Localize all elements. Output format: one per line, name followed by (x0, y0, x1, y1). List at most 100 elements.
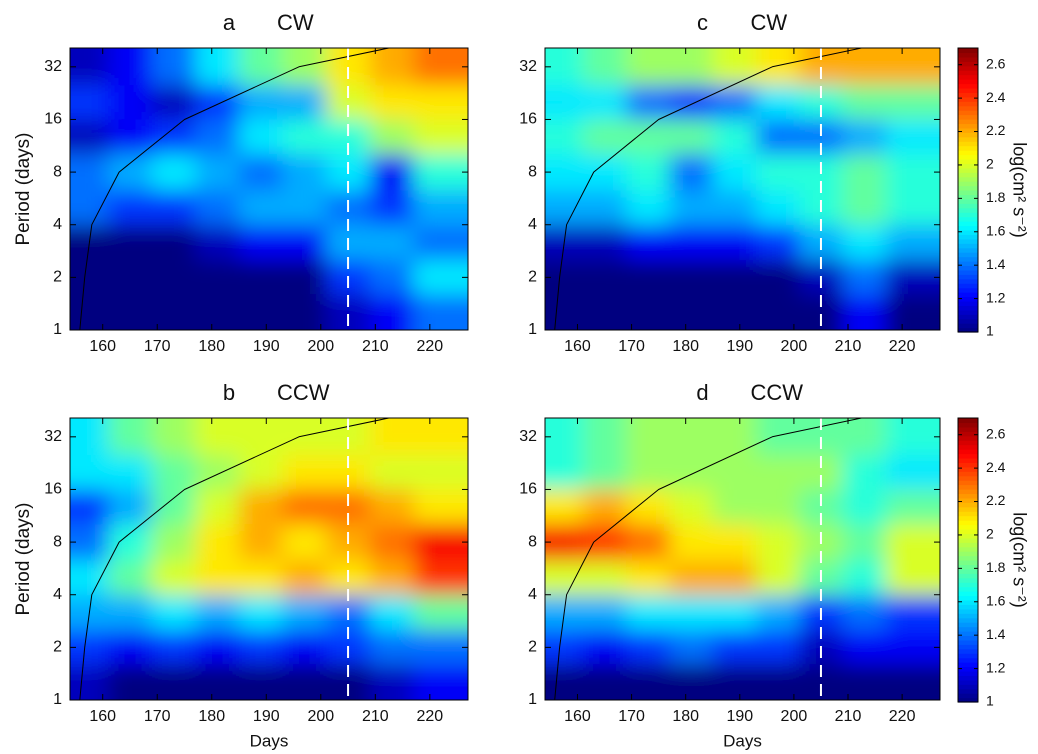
colorbar-segment (958, 604, 978, 610)
heatmap-cell (151, 559, 196, 596)
colorbar-segment (958, 203, 978, 209)
colorbar-tick-label: 1 (986, 693, 994, 709)
y-tick-label: 8 (528, 533, 537, 550)
heatmap-cell (582, 488, 627, 525)
heatmap-cell (885, 293, 940, 330)
heatmap-cell (413, 84, 468, 120)
y-tick-label: 8 (53, 163, 62, 180)
heatmap-cell (545, 559, 584, 596)
colorbar-segment (958, 568, 978, 574)
y-tick-label: 2 (53, 639, 62, 656)
colorbar-segment (958, 551, 978, 557)
heatmap-cell (842, 454, 887, 490)
heatmap-cell (669, 488, 714, 525)
heatmap-cell (626, 118, 670, 155)
heatmap-cell (413, 189, 468, 226)
heatmap-cell (108, 559, 153, 596)
x-tick-label: 210 (835, 338, 862, 355)
colorbar-segment (958, 546, 978, 552)
colorbar-segment (958, 449, 978, 455)
panel-letter: d (696, 380, 708, 405)
cone-of-influence (554, 48, 862, 330)
colorbar-segment (958, 65, 978, 71)
heatmap-cell (70, 488, 109, 525)
heatmap-cell (151, 454, 196, 490)
colorbar-segment (958, 278, 978, 284)
heatmap-cell (626, 48, 670, 86)
x-tick-label: 160 (564, 708, 591, 725)
heatmap-cell (195, 224, 240, 261)
colorbar-segment (958, 52, 978, 58)
x-tick-label: 210 (362, 338, 389, 355)
heatmap-cell (282, 224, 327, 261)
heatmap-cell (239, 594, 284, 631)
heatmap-cell (626, 629, 670, 665)
heatmap-cell (669, 153, 714, 191)
heatmap-cell (108, 418, 153, 456)
heatmap-cell (712, 488, 757, 525)
heatmap-cell (413, 594, 468, 631)
x-tick-label: 160 (564, 338, 591, 355)
heatmap-cell (239, 454, 284, 490)
colorbar-segment (958, 644, 978, 650)
heatmap-cell (756, 559, 800, 596)
heatmap-cell (756, 594, 800, 631)
x-tick-label: 170 (618, 708, 645, 725)
colorbar-segment (958, 684, 978, 690)
heatmap-cell (151, 189, 196, 226)
heatmap-cell (70, 293, 109, 330)
heatmap-cell (756, 153, 800, 191)
heatmap-cell (195, 84, 240, 120)
colorbar-tick-label: 2 (986, 156, 994, 172)
heatmap-cell (195, 48, 240, 86)
colorbar-segment (958, 247, 978, 253)
heatmap-cell (582, 153, 627, 191)
colorbar-frame (957, 417, 979, 703)
heatmap-cell (545, 488, 584, 525)
colorbar-tick-label: 2.6 (986, 55, 1006, 71)
colorbar-segment (958, 484, 978, 490)
heatmap-cell (545, 259, 584, 295)
heatmap-cell (239, 523, 284, 561)
colorbar-segment (958, 176, 978, 182)
colorbar-segment (958, 591, 978, 597)
colorbar-segment (958, 528, 978, 534)
panel-letter: b (223, 380, 235, 405)
x-tick-label: 170 (618, 338, 645, 355)
heatmap-cell (626, 84, 670, 120)
x-tick-label: 220 (416, 338, 443, 355)
heatmap-cell (282, 189, 327, 226)
heatmap-cell (195, 629, 240, 665)
heatmap-cell (885, 259, 940, 295)
heatmap-cell (582, 48, 627, 86)
heatmap-cell (582, 259, 627, 295)
colorbar-segment (958, 221, 978, 227)
heatmap-cell (842, 224, 887, 261)
heatmap-cell (582, 118, 627, 155)
heatmap-cell (239, 84, 284, 120)
colorbar-segment (958, 493, 978, 499)
y-tick-label: 2 (528, 639, 537, 656)
colorbar-segment (958, 475, 978, 481)
heatmap (70, 48, 468, 330)
heatmap-cell (151, 629, 196, 665)
colorbar-segment (958, 323, 978, 329)
colorbar-tick-label: 1.8 (986, 189, 1006, 205)
y-tick-label: 32 (44, 58, 62, 75)
heatmap-cell (712, 418, 757, 456)
colorbar-segment (958, 608, 978, 614)
heatmap-cell (712, 559, 757, 596)
heatmap-cell (151, 224, 196, 261)
heatmap-cell (282, 559, 327, 596)
x-tick-label: 190 (726, 708, 753, 725)
heatmap-cell (669, 454, 714, 490)
heatmap-cell (282, 663, 327, 700)
heatmap-cell (369, 418, 414, 456)
heatmap-cell (108, 118, 153, 155)
heatmap (545, 48, 940, 330)
heatmap-cell (282, 454, 327, 490)
x-tick-label: 180 (672, 338, 699, 355)
heatmap-cell (151, 153, 196, 191)
heatmap-cell (195, 118, 240, 155)
colorbar-segment (958, 150, 978, 156)
